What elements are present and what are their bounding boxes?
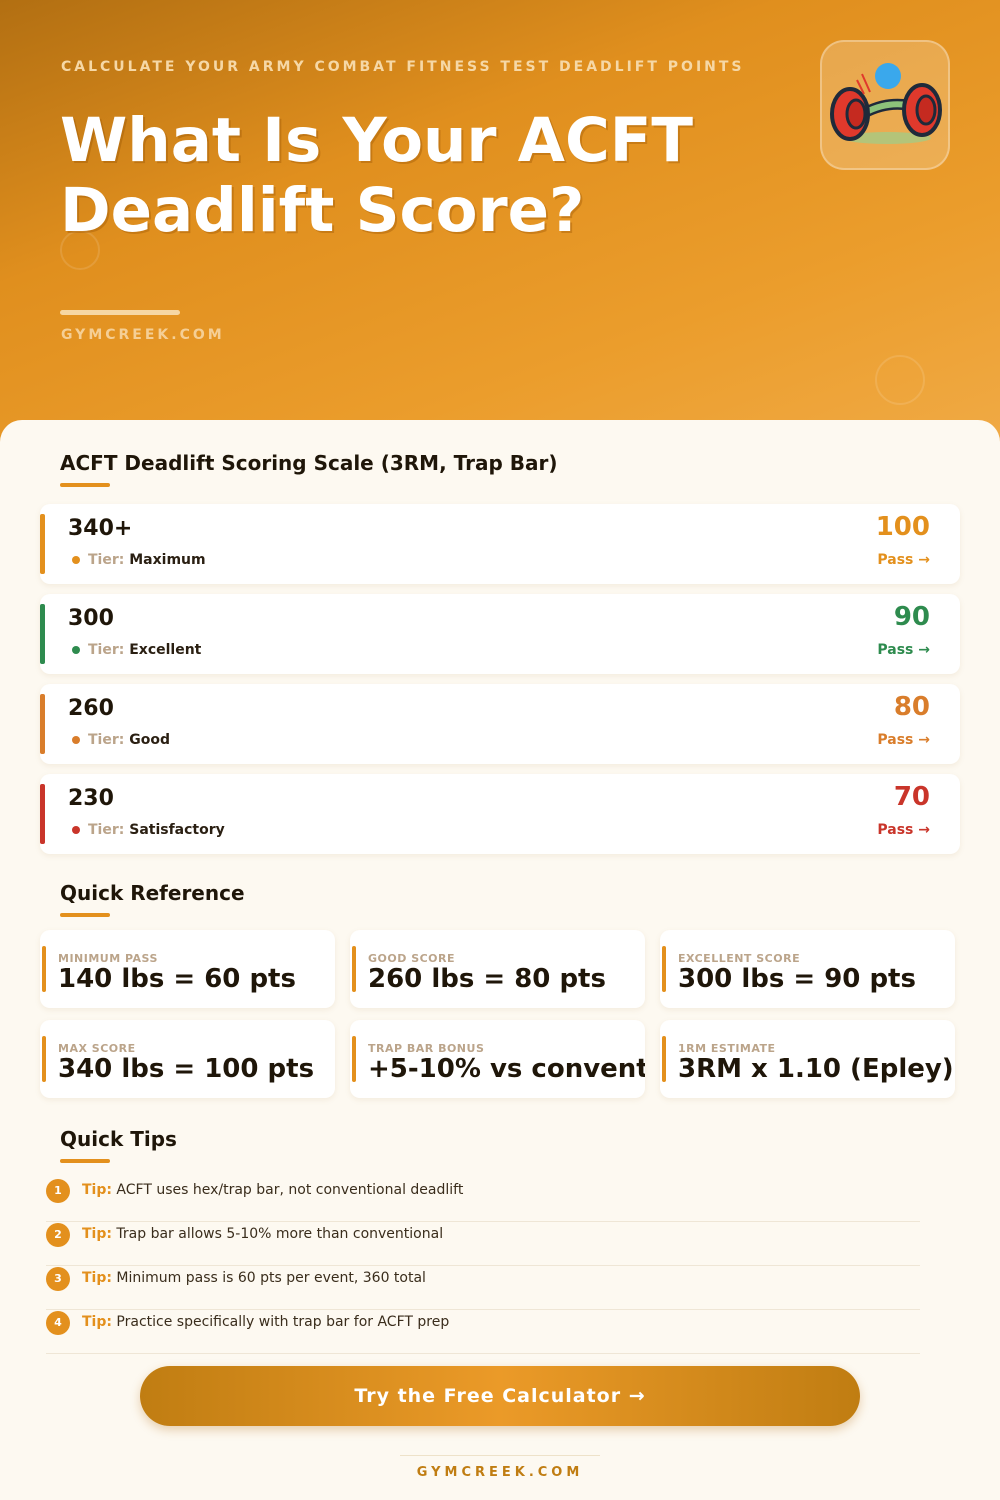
card-value: 300 lbs = 90 pts [678, 964, 916, 994]
tier-dot-icon [72, 736, 80, 744]
tier-value: Satisfactory [129, 822, 225, 838]
score-row: 230 Tier: Satisfactory 70 Pass → [40, 774, 960, 854]
card-label: GOOD SCORE [368, 952, 456, 965]
tip-body: Trap bar allows 5-10% more than conventi… [116, 1226, 444, 1242]
tip-item: 2 Tip: Trap bar allows 5-10% more than c… [46, 1222, 920, 1266]
tip-prefix: Tip: [82, 1182, 112, 1198]
card-accent [42, 946, 46, 992]
pass-link[interactable]: Pass → [877, 732, 930, 748]
tip-number-badge: 4 [46, 1311, 70, 1335]
tip-item: 1 Tip: ACFT uses hex/trap bar, not conve… [46, 1178, 920, 1222]
card-value: 3RM x 1.10 (Epley) [678, 1054, 954, 1084]
quick-tips-heading: Quick Tips [60, 1127, 177, 1163]
card-value: +5-10% vs conventional [368, 1054, 645, 1084]
pass-link[interactable]: Pass → [877, 642, 930, 658]
tier-value: Maximum [129, 552, 206, 568]
tip-number-badge: 3 [46, 1267, 70, 1291]
points: 90 [893, 602, 930, 632]
weight-lbs: 260 [68, 696, 114, 721]
weight-lbs: 300 [68, 606, 114, 631]
hero-site: GYMCREEK.COM [61, 327, 225, 343]
reference-card: GOOD SCORE 260 lbs = 80 pts [350, 930, 645, 1008]
card-accent [352, 946, 356, 992]
tip-body: Minimum pass is 60 pts per event, 360 to… [116, 1270, 426, 1286]
tier: Tier: Excellent [72, 642, 201, 658]
tip-text: Tip: Minimum pass is 60 pts per event, 3… [82, 1270, 426, 1286]
reference-card: MINIMUM PASS 140 lbs = 60 pts [40, 930, 335, 1008]
row-accent [40, 604, 45, 664]
row-accent [40, 784, 45, 844]
reference-card: TRAP BAR BONUS +5-10% vs conventional [350, 1020, 645, 1098]
tier: Tier: Maximum [72, 552, 206, 568]
tier-label: Tier: [88, 822, 125, 838]
card-label: TRAP BAR BONUS [368, 1042, 485, 1055]
tip-number-badge: 2 [46, 1223, 70, 1247]
pass-link[interactable]: Pass → [877, 822, 930, 838]
tier-dot-icon [72, 556, 80, 564]
tier-label: Tier: [88, 552, 125, 568]
tier: Tier: Good [72, 732, 170, 748]
weight-lbs: 340+ [68, 516, 133, 541]
reference-card: EXCELLENT SCORE 300 lbs = 90 pts [660, 930, 955, 1008]
page-title: What Is Your ACFT Deadlift Score? [60, 106, 693, 246]
hero-subtitle: CALCULATE YOUR ARMY COMBAT FITNESS TEST … [61, 59, 745, 75]
card-value: 260 lbs = 80 pts [368, 964, 606, 994]
reference-card: MAX SCORE 340 lbs = 100 pts [40, 1020, 335, 1098]
footer-site: GYMCREEK.COM [416, 1465, 584, 1480]
card-accent [662, 1036, 666, 1082]
tier-label: Tier: [88, 642, 125, 658]
reference-card: 1RM ESTIMATE 3RM x 1.10 (Epley) [660, 1020, 955, 1098]
card-accent [42, 1036, 46, 1082]
card-label: EXCELLENT SCORE [678, 952, 801, 965]
tip-prefix: Tip: [82, 1226, 112, 1242]
weight-lbs: 230 [68, 786, 114, 811]
card-label: MINIMUM PASS [58, 952, 158, 965]
logo [820, 40, 950, 170]
decorative-circle [60, 230, 100, 270]
title-line-1: What Is Your ACFT [60, 105, 693, 176]
tier: Tier: Satisfactory [72, 822, 225, 838]
score-row: 260 Tier: Good 80 Pass → [40, 684, 960, 764]
footer-divider [400, 1455, 600, 1456]
tip-text: Tip: Trap bar allows 5-10% more than con… [82, 1226, 443, 1242]
quick-reference-heading: Quick Reference [60, 881, 245, 917]
points: 80 [893, 692, 930, 722]
hero-divider [60, 310, 180, 315]
tip-text: Tip: ACFT uses hex/trap bar, not convent… [82, 1182, 463, 1198]
card-accent [352, 1036, 356, 1082]
score-row: 340+ Tier: Maximum 100 Pass → [40, 504, 960, 584]
card-label: MAX SCORE [58, 1042, 136, 1055]
tip-item: 3 Tip: Minimum pass is 60 pts per event,… [46, 1266, 920, 1310]
row-accent [40, 694, 45, 754]
score-row: 300 Tier: Excellent 90 Pass → [40, 594, 960, 674]
tip-body: Practice specifically with trap bar for … [116, 1314, 450, 1330]
card-value: 340 lbs = 100 pts [58, 1054, 315, 1084]
tip-prefix: Tip: [82, 1270, 112, 1286]
tip-body: ACFT uses hex/trap bar, not conventional… [116, 1182, 464, 1198]
tip-number-badge: 1 [46, 1179, 70, 1203]
row-accent [40, 514, 45, 574]
tip-text: Tip: Practice specifically with trap bar… [82, 1314, 449, 1330]
tier-value: Excellent [129, 642, 202, 658]
points: 70 [893, 782, 930, 812]
card-value: 140 lbs = 60 pts [58, 964, 296, 994]
decorative-circle [875, 355, 925, 405]
pass-link[interactable]: Pass → [877, 552, 930, 568]
tip-prefix: Tip: [82, 1314, 112, 1330]
try-calculator-button[interactable]: Try the Free Calculator → [140, 1366, 860, 1426]
tier-dot-icon [72, 646, 80, 654]
tip-item: 4 Tip: Practice specifically with trap b… [46, 1310, 920, 1354]
barbell-icon [830, 63, 942, 144]
title-line-2: Deadlift Score? [60, 175, 585, 246]
tier-label: Tier: [88, 732, 125, 748]
hero-banner: CALCULATE YOUR ARMY COMBAT FITNESS TEST … [0, 0, 1000, 450]
card-accent [662, 946, 666, 992]
tier-value: Good [129, 732, 170, 748]
card-label: 1RM ESTIMATE [678, 1042, 776, 1055]
tier-dot-icon [72, 826, 80, 834]
points: 100 [875, 512, 930, 542]
scale-heading: ACFT Deadlift Scoring Scale (3RM, Trap B… [60, 451, 558, 487]
